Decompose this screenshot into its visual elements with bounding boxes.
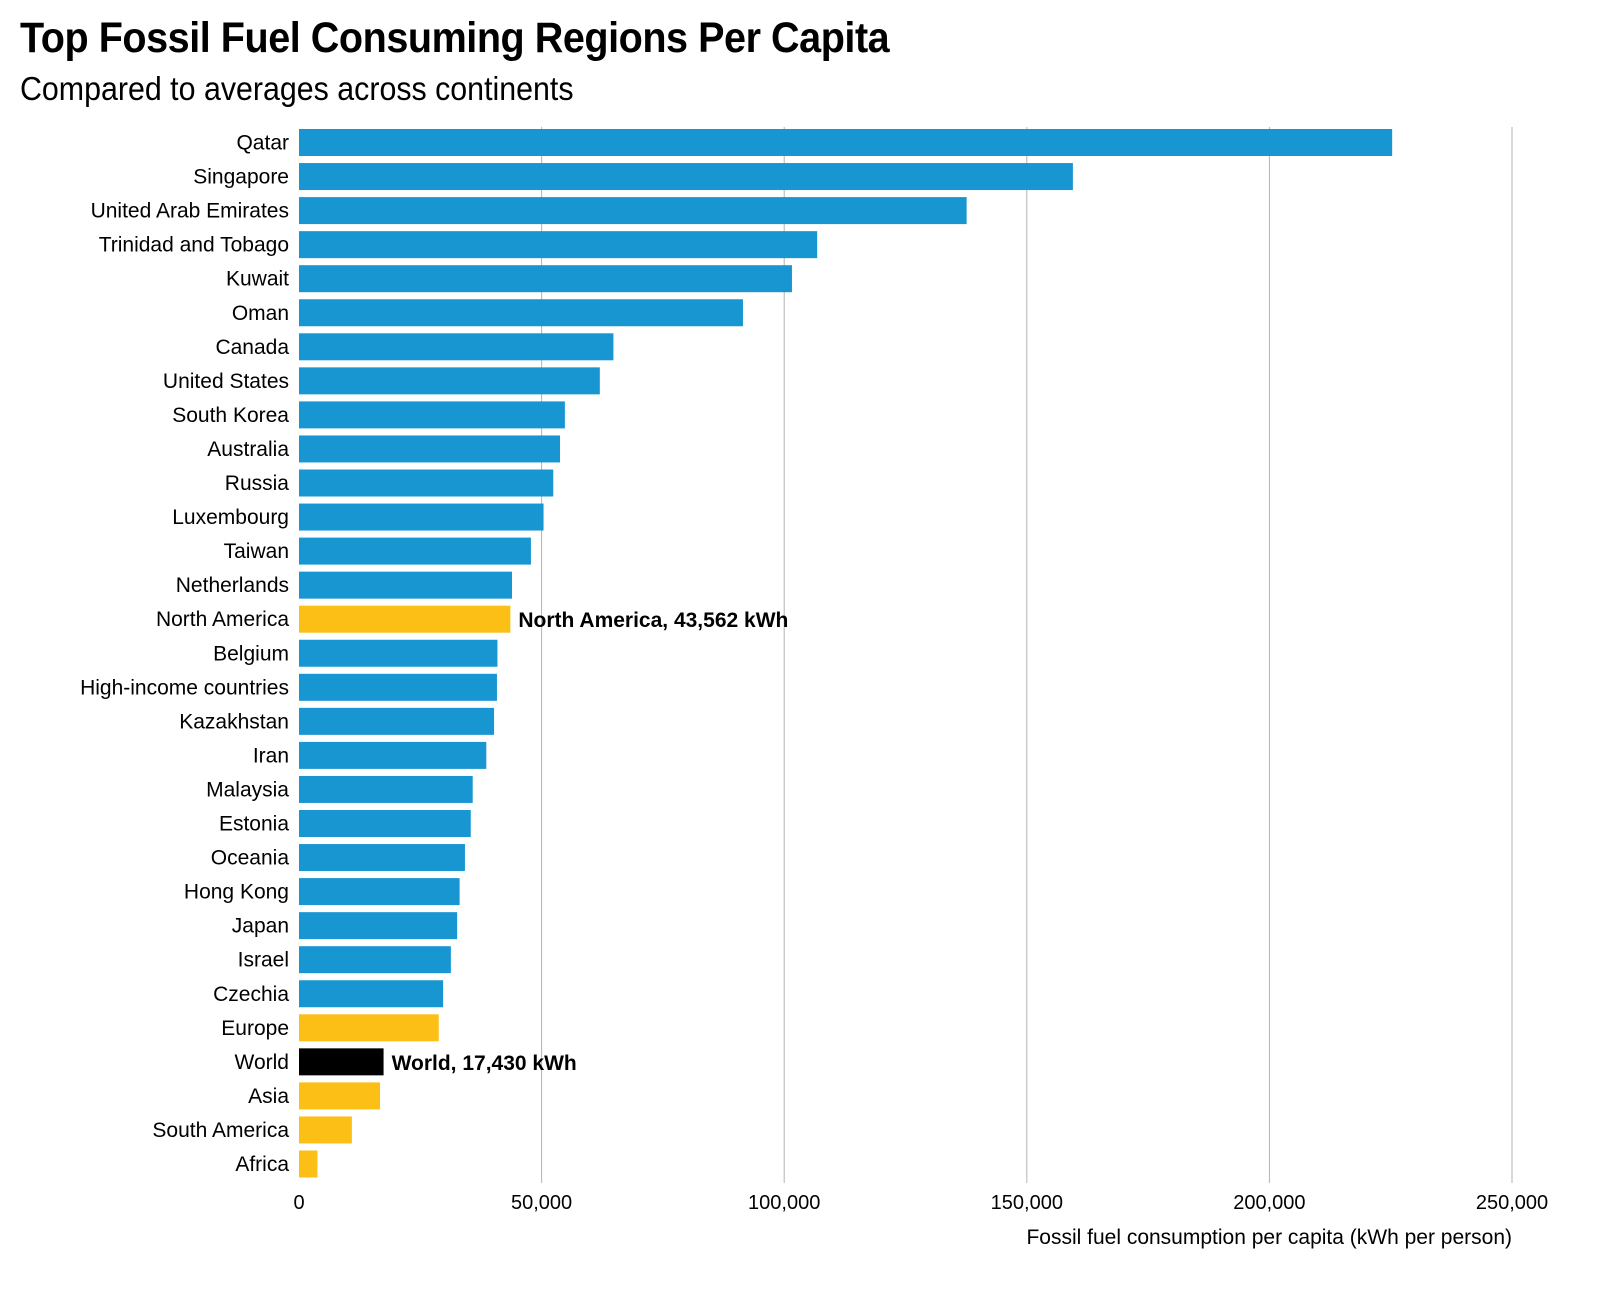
bar-south-america — [299, 1116, 352, 1144]
category-label-russia: Russia — [225, 472, 290, 495]
bar-trinidad-and-tobago — [299, 231, 818, 259]
bar-united-arab-emirates — [299, 197, 967, 225]
category-label-qatar: Qatar — [236, 132, 289, 155]
category-label-malaysia: Malaysia — [206, 778, 289, 801]
bar-israel — [299, 946, 451, 974]
category-label-netherlands: Netherlands — [176, 574, 289, 597]
category-label-czechia: Czechia — [213, 983, 289, 1006]
bar-africa — [299, 1150, 318, 1178]
category-label-united-states: United States — [163, 370, 289, 393]
category-label-taiwan: Taiwan — [224, 540, 289, 563]
annotation-north-america: North America, 43,562 kWh — [518, 609, 788, 632]
x-tick-label: 100,000 — [748, 1192, 820, 1214]
bar-kuwait — [299, 265, 792, 293]
category-label-estonia: Estonia — [219, 813, 289, 836]
category-label-africa: Africa — [235, 1153, 289, 1176]
x-axis-ticks: 0 50,000 100,000 150,000 200,000 250,000 — [293, 1192, 1548, 1214]
bar-japan — [299, 912, 458, 940]
category-label-iran: Iran — [253, 744, 289, 767]
bar-hong-kong — [299, 878, 460, 906]
category-label-japan: Japan — [232, 915, 289, 938]
bar-asia — [299, 1082, 381, 1110]
bar-australia — [299, 435, 561, 463]
category-label-singapore: Singapore — [193, 166, 289, 189]
bar-netherlands — [299, 571, 513, 599]
category-label-trinidad-and-tobago: Trinidad and Tobago — [99, 234, 289, 257]
category-label-south-korea: South Korea — [172, 404, 289, 427]
x-axis-label: Fossil fuel consumption per capita (kWh … — [1026, 1226, 1512, 1249]
bar-high-income-countries — [299, 673, 497, 701]
category-label-high-income-countries: High-income countries — [80, 676, 289, 699]
bar-canada — [299, 333, 614, 361]
category-label-asia: Asia — [248, 1085, 289, 1108]
x-tick-label: 50,000 — [511, 1192, 572, 1214]
bar-kazakhstan — [299, 707, 495, 735]
x-tick-label: 200,000 — [1233, 1192, 1305, 1214]
category-label-south-america: South America — [152, 1119, 289, 1142]
bar-united-states — [299, 367, 600, 395]
bar-europe — [299, 1014, 439, 1042]
bar-south-korea — [299, 401, 565, 429]
category-label-europe: Europe — [221, 1017, 289, 1040]
x-tick-label: 150,000 — [991, 1192, 1063, 1214]
category-label-canada: Canada — [215, 336, 289, 359]
bar-world — [299, 1048, 384, 1076]
category-label-world: World — [235, 1051, 289, 1074]
chart-title: Top Fossil Fuel Consuming Regions Per Ca… — [20, 14, 890, 62]
category-label-united-arab-emirates: United Arab Emirates — [91, 200, 289, 223]
category-label-north-america: North America — [156, 608, 289, 631]
annotations: North America, 43,562 kWh World, 17,430 k… — [392, 609, 789, 1075]
chart-subtitle: Compared to averages across continents — [20, 70, 574, 107]
x-tick-label: 250,000 — [1476, 1192, 1548, 1214]
bar-taiwan — [299, 537, 531, 565]
bar-estonia — [299, 810, 471, 837]
category-label-luxembourg: Luxembourg — [172, 506, 289, 529]
category-label-australia: Australia — [207, 438, 289, 461]
category-label-kuwait: Kuwait — [226, 268, 289, 291]
category-label-hong-kong: Hong Kong — [184, 881, 289, 904]
category-label-israel: Israel — [238, 949, 289, 972]
bar-qatar — [299, 129, 1393, 156]
bar-russia — [299, 469, 554, 497]
bars — [299, 129, 1393, 1178]
category-labels: Qatar Singapore United Arab Emirates Trinid… — [80, 132, 289, 1177]
bar-singapore — [299, 163, 1073, 191]
category-label-belgium: Belgium — [213, 642, 289, 665]
annotation-world: World, 17,430 kWh — [392, 1052, 577, 1075]
bar-oceania — [299, 844, 465, 872]
category-label-kazakhstan: Kazakhstan — [179, 710, 289, 733]
bar-malaysia — [299, 775, 473, 803]
bar-czechia — [299, 980, 444, 1008]
bar-iran — [299, 741, 487, 769]
bar-north-america — [299, 605, 511, 633]
category-label-oceania: Oceania — [211, 847, 290, 870]
bar-belgium — [299, 639, 498, 667]
category-label-oman: Oman — [232, 302, 289, 325]
bar-luxembourg — [299, 503, 544, 531]
bar-oman — [299, 299, 743, 327]
x-tick-label: 0 — [293, 1192, 304, 1214]
